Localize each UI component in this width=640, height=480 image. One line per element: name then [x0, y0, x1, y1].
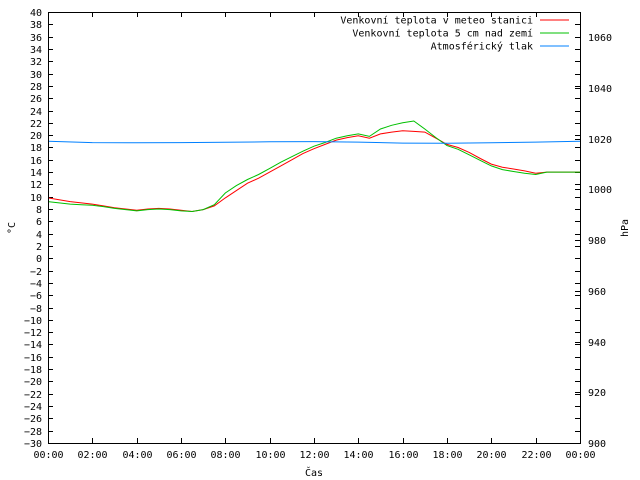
x-tick-label: 04:00	[122, 450, 152, 461]
y2-axis-label: hPa	[620, 219, 631, 237]
y2-tick-label: 900	[588, 439, 606, 450]
x-tick-label: 00:00	[565, 450, 595, 461]
y2-tick-label: 1040	[588, 84, 612, 95]
y-tick-label: −4	[30, 279, 42, 290]
y-tick-label: 4	[36, 230, 42, 241]
series-line-3	[47, 140, 581, 144]
y-tick-label: −16	[24, 353, 42, 364]
y-tick-label: −2	[30, 267, 42, 278]
legend-label-2: Venkovní teplota 5 cm nad zemí	[352, 28, 533, 40]
series-line-2	[47, 120, 580, 213]
y-tick-label: 30	[30, 70, 42, 81]
y-tick-label: −10	[24, 316, 42, 327]
x-tick-label: 20:00	[476, 450, 506, 461]
y-tick-label: 28	[30, 82, 42, 93]
x-tick-label: 18:00	[432, 450, 462, 461]
y-tick-label: 36	[30, 33, 42, 44]
y2-tick-label: 1020	[588, 135, 612, 146]
y2-tick-label: 920	[588, 388, 606, 399]
y-tick-label: 10	[30, 193, 42, 204]
y2-tick-label: 940	[588, 338, 606, 349]
x-tick-label: 12:00	[299, 450, 329, 461]
x-tick-label: 14:00	[343, 450, 373, 461]
legend-label-3: Atmosférický tlak	[431, 41, 533, 53]
y-tick-label: −30	[24, 439, 42, 450]
y-tick-label: 24	[30, 107, 42, 118]
y-tick-label: −8	[30, 304, 42, 315]
y-tick-label: 6	[36, 217, 42, 228]
y-tick-label: 14	[30, 168, 42, 179]
y-tick-label: −28	[24, 427, 42, 438]
y-tick-label: 8	[36, 205, 42, 216]
y-tick-label: 34	[30, 45, 42, 56]
legend-label-1: Venkovní teplota v meteo stanici	[340, 15, 533, 27]
y-tick-label: 0	[36, 254, 42, 265]
y2-tick-label: 1060	[588, 33, 612, 44]
y-tick-label: 2	[36, 242, 42, 253]
x-tick-label: 02:00	[77, 450, 107, 461]
y2-tick-label: 980	[588, 236, 606, 247]
y-tick-label: −18	[24, 365, 42, 376]
y2-tick-label: 960	[588, 287, 606, 298]
y-tick-label: 16	[30, 156, 42, 167]
x-tick-label: 06:00	[166, 450, 196, 461]
x-tick-label: 16:00	[388, 450, 418, 461]
y-tick-label: −14	[24, 340, 42, 351]
x-tick-label: 00:00	[33, 450, 63, 461]
y-tick-label: 20	[30, 131, 42, 142]
y-tick-label: 18	[30, 143, 42, 154]
legend: Venkovní teplota v meteo staniciVenkovní…	[340, 15, 569, 53]
y-tick-label: −6	[30, 291, 42, 302]
plot-frame	[48, 12, 581, 444]
series-lines	[47, 120, 581, 213]
y-tick-label: 12	[30, 180, 42, 191]
y-tick-label: −12	[24, 328, 42, 339]
y-tick-label: 38	[30, 20, 42, 31]
y-tick-label: −20	[24, 377, 42, 388]
y-tick-label: −24	[24, 402, 42, 413]
y-tick-label: 22	[30, 119, 42, 130]
y-tick-label: −22	[24, 390, 42, 401]
y-axis-label: °C	[7, 222, 18, 234]
y-tick-label: −26	[24, 414, 42, 425]
x-tick-label: 10:00	[255, 450, 285, 461]
y2-tick-label: 1000	[588, 185, 612, 196]
series-line-1	[47, 130, 580, 213]
y-tick-label: 32	[30, 57, 42, 68]
x-axis-label: Čas	[305, 466, 323, 479]
x-tick-label: 22:00	[521, 450, 551, 461]
axis-ticks: −30−28−26−24−22−20−18−16−14−12−10−8−6−4−…	[24, 8, 612, 461]
x-tick-label: 08:00	[210, 450, 240, 461]
y-tick-label: 26	[30, 94, 42, 105]
y-tick-label: 40	[30, 8, 42, 19]
